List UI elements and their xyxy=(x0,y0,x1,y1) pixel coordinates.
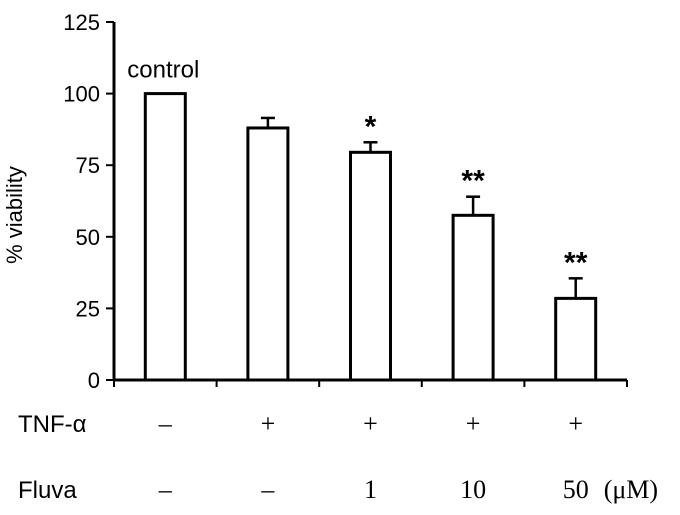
condition-value: – xyxy=(158,409,173,438)
condition-row-label: Fluva xyxy=(18,477,77,504)
bar xyxy=(246,126,290,382)
error-bars xyxy=(260,116,583,299)
condition-row-label: TNF-α xyxy=(18,411,87,438)
y-tick-label: 100 xyxy=(63,82,100,107)
condition-value: – xyxy=(260,475,275,504)
significance-marker: ** xyxy=(564,246,588,279)
y-tick-label: 50 xyxy=(76,225,100,250)
y-tick-label: 125 xyxy=(63,10,100,35)
control-annotation: control xyxy=(127,57,199,84)
condition-value: + xyxy=(466,409,481,438)
bar xyxy=(143,92,187,382)
significance-marker: ** xyxy=(461,165,485,198)
significance-marker: * xyxy=(365,110,377,143)
significance-markers: ***** xyxy=(365,110,588,279)
bars xyxy=(143,92,598,382)
condition-value: + xyxy=(261,409,276,438)
condition-table: TNF-α – + + + + Fluva – – 1 10 50 (μM) xyxy=(18,409,658,504)
bar xyxy=(451,213,495,382)
condition-unit: (μM) xyxy=(604,475,658,504)
bar xyxy=(349,150,392,382)
condition-value: 50 xyxy=(563,475,589,504)
condition-value: 10 xyxy=(460,475,486,504)
condition-value: + xyxy=(568,409,583,438)
condition-value: + xyxy=(363,409,378,438)
condition-value: – xyxy=(158,475,173,504)
y-tick-label: 75 xyxy=(76,153,100,178)
condition-value: 1 xyxy=(364,475,377,504)
y-tick-label: 25 xyxy=(76,296,100,321)
y-tick-label: 0 xyxy=(88,368,100,393)
y-axis-label: % viability xyxy=(2,166,27,264)
y-axis: 0 25 50 75 100 125 xyxy=(63,10,116,393)
bar xyxy=(554,296,598,382)
